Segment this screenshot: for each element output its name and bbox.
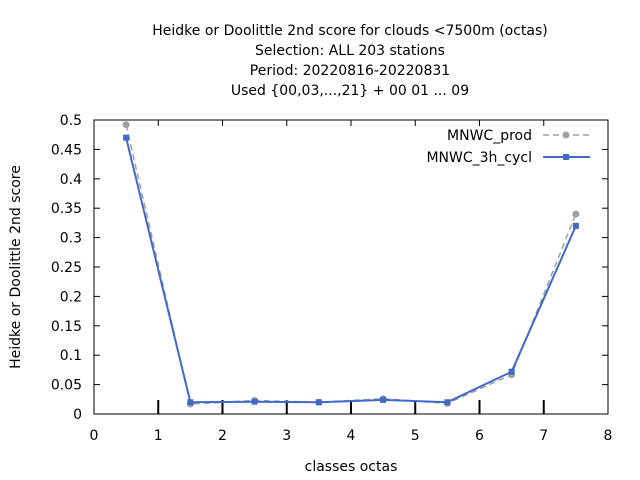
- y-tick-label: 0.05: [51, 378, 82, 394]
- title-line-3: Period: 20220816-20220831: [250, 63, 450, 79]
- data-point: [444, 399, 451, 406]
- legend-label: MNWC_3h_cycl: [426, 150, 532, 166]
- y-axis-label: Heidke or Doolittle 2nd score: [8, 165, 24, 369]
- title-line-4: Used {00,03,...,21} + 00 01 ... 09: [231, 83, 469, 99]
- x-tick-label: 4: [347, 428, 356, 444]
- x-tick-label: 6: [475, 428, 484, 444]
- axes: 0 0.05 0.1 0.15 0.2 0.25 0.3 0.35 0.4 0.45 0.5 0 1 2 3…: [51, 113, 613, 444]
- data-point: [187, 399, 194, 406]
- series-MNWC_3h_cycl: [123, 134, 579, 406]
- data-point: [315, 399, 322, 406]
- y-tick-label: 0.1: [60, 348, 82, 364]
- series-layer: [122, 121, 580, 408]
- y-tick-label: 0.4: [60, 172, 82, 188]
- data-point: [251, 398, 258, 405]
- x-tick-label: 1: [154, 428, 163, 444]
- bottom-markers: [157, 400, 545, 414]
- legend-label: MNWC_prod: [447, 128, 532, 144]
- x-tick-label: 2: [218, 428, 227, 444]
- x-tick-label: 0: [90, 428, 99, 444]
- x-tick-label: 8: [604, 428, 613, 444]
- y-tick-label: 0.3: [60, 231, 82, 247]
- legend: MNWC_prod MNWC_3h_cycl: [426, 128, 590, 166]
- data-point: [123, 134, 130, 141]
- y-tick-label: 0.25: [51, 260, 82, 276]
- chart-title: Heidke or Doolittle 2nd score for clouds…: [152, 23, 548, 99]
- y-tick-label: 0.2: [60, 289, 82, 305]
- data-point: [380, 396, 387, 403]
- y-tick-label: 0: [73, 407, 82, 423]
- series-line: [125, 137, 577, 404]
- y-tick-label: 0.35: [51, 201, 82, 217]
- legend-marker: [563, 154, 569, 160]
- y-tick-label: 0.5: [60, 113, 82, 129]
- data-point: [572, 222, 579, 229]
- y-tick-label: 0.15: [51, 319, 82, 335]
- y-tick-label: 0.45: [51, 142, 82, 158]
- x-tick-label: 3: [282, 428, 291, 444]
- data-point: [122, 121, 130, 129]
- data-point: [508, 368, 515, 375]
- title-line-2: Selection: ALL 203 stations: [255, 43, 445, 59]
- x-tick-label: 5: [411, 428, 420, 444]
- legend-marker: [562, 131, 570, 139]
- series-line: [125, 124, 577, 405]
- x-axis-label: classes octas: [305, 459, 398, 475]
- title-line-1: Heidke or Doolittle 2nd score for clouds…: [152, 23, 548, 39]
- data-point: [572, 210, 580, 218]
- x-tick-label: 7: [539, 428, 548, 444]
